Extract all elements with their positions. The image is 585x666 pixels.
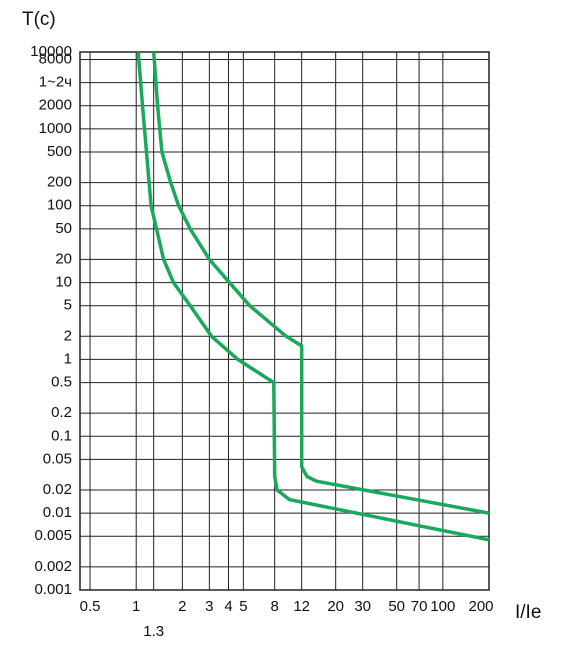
y-tick-label: 0.1 bbox=[51, 427, 72, 444]
y-tick-label: 200 bbox=[47, 174, 72, 191]
y-tick-label: 0.5 bbox=[51, 374, 72, 391]
x-tick-label: 5 bbox=[239, 598, 247, 615]
x-tick-label: 3 bbox=[205, 598, 213, 615]
x-tick-label: 70 bbox=[411, 598, 428, 615]
x-tick-label: 1.3 bbox=[143, 623, 164, 640]
y-tick-label: 50 bbox=[55, 220, 72, 237]
y-tick-label: 0.01 bbox=[43, 504, 72, 521]
x-tick-label: 4 bbox=[224, 598, 232, 615]
curve bbox=[151, 51, 490, 515]
y-tick-label: 2000 bbox=[39, 97, 72, 114]
x-tick-label: 20 bbox=[327, 598, 344, 615]
x-tick-label: 50 bbox=[388, 598, 405, 615]
x-tick-label: 200 bbox=[468, 598, 493, 615]
y-tick-label: 0.2 bbox=[51, 404, 72, 421]
y-tick-label: 0.05 bbox=[43, 450, 72, 467]
y-tick-label: 0.001 bbox=[34, 581, 72, 598]
x-tick-label: 8 bbox=[270, 598, 278, 615]
x-tick-label: 30 bbox=[354, 598, 371, 615]
y-tick-label: 0.002 bbox=[34, 558, 72, 575]
x-tick-label: 2 bbox=[178, 598, 186, 615]
y-tick-label: 500 bbox=[47, 143, 72, 160]
x-tick-label: 100 bbox=[430, 598, 455, 615]
y-tick-label: 10000 bbox=[30, 43, 72, 60]
y-tick-label: 100 bbox=[47, 197, 72, 214]
x-tick-label: 12 bbox=[293, 598, 310, 615]
y-tick-label: 1~2ч bbox=[39, 74, 72, 91]
plot-border bbox=[79, 51, 490, 591]
y-tick-label: 2 bbox=[64, 327, 72, 344]
y-tick-label: 1000 bbox=[39, 120, 72, 137]
y-tick-label: 5 bbox=[64, 297, 72, 314]
x-tick-label: 1 bbox=[132, 598, 140, 615]
x-tick-label: 0.5 bbox=[80, 598, 101, 615]
y-tick-label: 1 bbox=[64, 350, 72, 367]
y-tick-label: 10 bbox=[55, 274, 72, 291]
y-tick-label: 0.005 bbox=[34, 527, 72, 544]
y-tick-label: 8000 bbox=[39, 50, 72, 67]
x-axis-title: I/Ie bbox=[515, 602, 541, 623]
y-tick-label: 20 bbox=[55, 250, 72, 267]
y-tick-label: 0.02 bbox=[43, 481, 72, 498]
y-axis-title: T(c) bbox=[22, 9, 56, 30]
curve bbox=[136, 51, 490, 542]
